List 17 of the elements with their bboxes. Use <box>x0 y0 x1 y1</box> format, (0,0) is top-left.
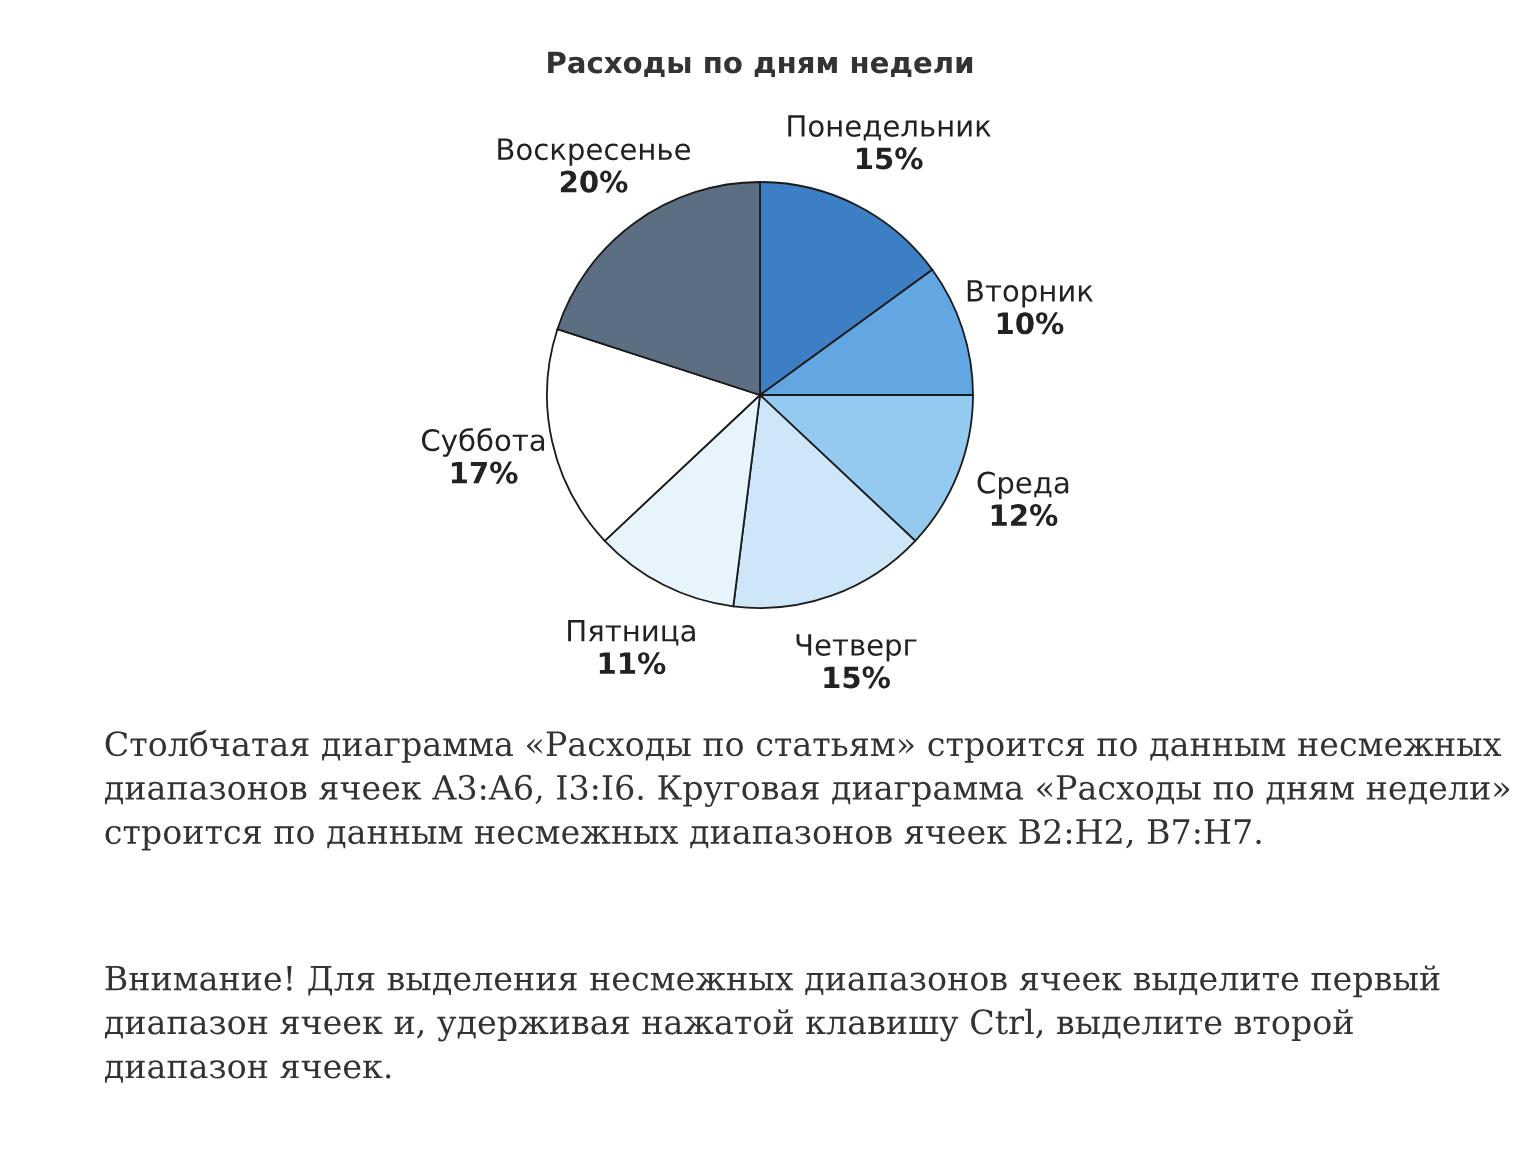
data-label: 10% <box>997 312 1064 335</box>
data-label: 11% <box>599 652 666 675</box>
text: Столбчатая диаграмма «Расходы по статьям» строится по данным несмежных диапазонов ячеек A3:A6, I3:I6. Круговая диаграмма «Расходы по дням недели» строится по данным несмежных диапазонов ячеек B2:H2, B7:H7. <box>104 730 1510 851</box>
slice-label: Суббота <box>422 428 545 457</box>
slice-label: Четверг <box>796 634 917 662</box>
slice-label: Среда <box>977 471 1069 500</box>
chart-title: Расходы по дням недели <box>548 51 973 78</box>
slice-label: Понедельник <box>788 115 991 141</box>
slice-label: Вторник <box>967 280 1093 308</box>
slice-label: Воскресенье <box>498 138 690 166</box>
slice-label: Пятница <box>568 620 695 646</box>
data-label: 12% <box>991 504 1058 527</box>
data-label: 20% <box>560 170 628 193</box>
data-label: 15% <box>824 666 890 689</box>
data-label: 15% <box>856 147 923 170</box>
text: Внимание! Для выделения несмежных диапазонов ячеек выделите первый диапазон ячеек и, удерживая нажатой клавишу Ctrl, выделите второй диапазон ячеек. <box>104 965 1440 1083</box>
data-label: 17% <box>451 461 518 484</box>
